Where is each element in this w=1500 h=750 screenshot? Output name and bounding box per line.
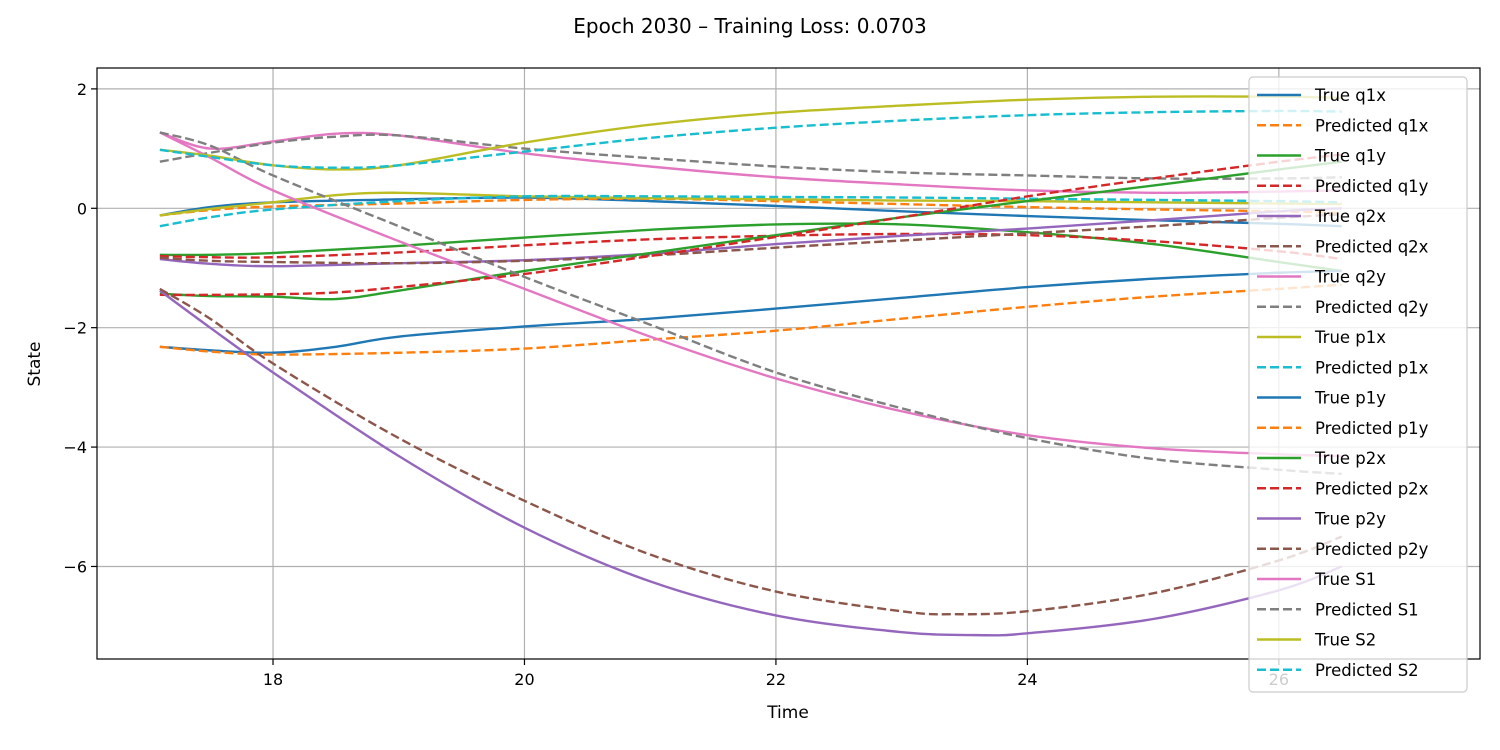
legend-label: True p2y <box>1314 510 1386 529</box>
series-line-predicted-s1 <box>159 131 1342 476</box>
series-line-true-q2x <box>159 207 1342 268</box>
legend-label: True q2x <box>1314 207 1386 226</box>
series-line-true-q1y <box>159 222 1342 273</box>
legend-label: True S2 <box>1314 631 1376 650</box>
y-tick-label: −2 <box>63 319 87 338</box>
series-line-predicted-q1y <box>159 232 1342 261</box>
series-line-true-q2y <box>159 131 1342 194</box>
legend-label: Predicted p1x <box>1315 358 1429 377</box>
y-tick-label: −6 <box>63 557 87 576</box>
chart-title: Epoch 2030 – Training Loss: 0.0703 <box>573 14 926 38</box>
legend-label: True q2y <box>1314 268 1386 287</box>
series-line-predicted-q2x <box>159 213 1342 265</box>
y-axis-label: State <box>25 342 45 387</box>
legend-label: Predicted q1x <box>1315 116 1429 135</box>
legend-label: Predicted q1y <box>1315 177 1429 196</box>
y-tick-label: 2 <box>77 80 87 99</box>
series-line-true-s1 <box>159 131 1342 458</box>
legend-label: Predicted p2y <box>1315 540 1429 559</box>
series-line-true-p2x <box>159 160 1342 301</box>
legend-label: Predicted p1y <box>1315 419 1429 438</box>
legend-label: True S1 <box>1314 570 1376 589</box>
x-tick-label: 22 <box>766 670 786 689</box>
series-line-predicted-p1x <box>159 194 1342 228</box>
legend-label: Predicted q2y <box>1315 298 1429 317</box>
legend: True q1x Predicted q1x True q1y Predicted q… <box>1248 76 1468 693</box>
legend-label: True p1y <box>1314 389 1386 408</box>
x-axis-label: Time <box>766 703 809 723</box>
legend-label: True q1x <box>1314 86 1386 105</box>
series-line-predicted-p1y <box>159 283 1342 356</box>
legend-label: True p2x <box>1314 449 1386 468</box>
x-tick-label: 18 <box>263 670 283 689</box>
series-line-predicted-p2y <box>159 287 1343 616</box>
plot-frame <box>96 67 1481 660</box>
series-line-predicted-p2x <box>159 153 1342 297</box>
legend-label: True q1y <box>1314 147 1386 166</box>
series-lines <box>159 95 1343 637</box>
legend-label: Predicted S2 <box>1315 661 1419 680</box>
legend-box <box>1248 76 1468 693</box>
legend-label: Predicted q2x <box>1315 237 1429 256</box>
series-line-predicted-s2 <box>159 109 1342 169</box>
legend-label: True p1x <box>1314 328 1386 347</box>
legend-label: Predicted S1 <box>1315 600 1419 619</box>
series-line-true-p2y <box>159 289 1343 637</box>
series-line-true-p1x <box>159 191 1342 217</box>
y-tick-label: 0 <box>77 199 87 218</box>
legend-label: Predicted p2x <box>1315 479 1429 498</box>
x-tick-label: 24 <box>1017 670 1037 689</box>
series-line-true-p1y <box>159 269 1342 355</box>
x-tick-label: 20 <box>514 670 534 689</box>
y-tick-label: −4 <box>63 438 87 457</box>
